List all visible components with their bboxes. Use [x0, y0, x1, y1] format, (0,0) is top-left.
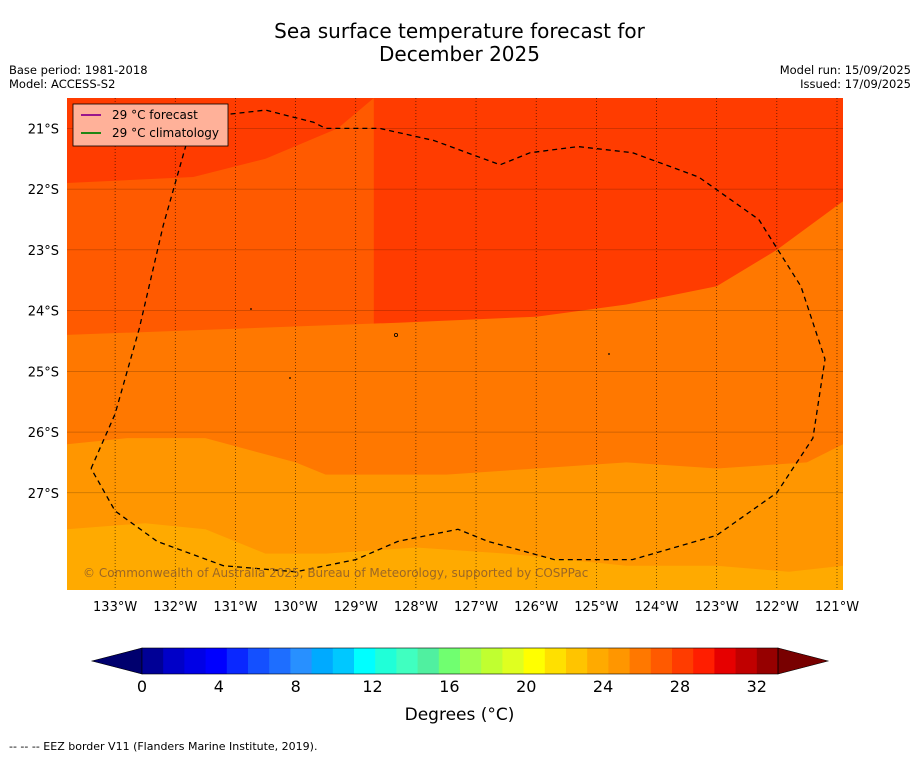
x-tick-label: 121°W [815, 600, 859, 615]
colorbar-segment [311, 648, 334, 674]
colorbar-segment [269, 648, 291, 674]
x-tick-label: 127°W [454, 600, 498, 615]
model-text: Model: ACCESS-S2 [9, 77, 116, 91]
colorbar-segment [375, 648, 397, 674]
colorbar-segment [756, 648, 779, 674]
contour-bands [67, 98, 843, 590]
colorbar-segment [502, 648, 524, 674]
chart-title: Sea surface temperature forecast for Dec… [0, 20, 919, 66]
colorbar-tick-label: 8 [291, 677, 301, 696]
contour-band [67, 523, 843, 590]
colorbar-frame [141, 647, 779, 675]
colorbar-segment [184, 648, 206, 674]
colorbar-segment [205, 648, 228, 674]
legend-climatology-label: 29 °C climatology [112, 126, 219, 140]
colorbar-ticks: 0 4 8 12 16 20 24 28 32 [137, 677, 767, 696]
x-tick-label: 128°W [394, 600, 438, 615]
island-marker [289, 377, 291, 379]
legend-background [72, 103, 229, 147]
y-tick-label: 26°S [28, 426, 59, 441]
colorbar-segment [142, 648, 164, 674]
colorbar-segment [608, 648, 630, 674]
x-axis-ticks: 133°W 132°W 131°W 130°W 129°W 128°W 127°W 126°W… [93, 600, 859, 615]
x-tick-label: 129°W [334, 600, 378, 615]
colorbar-segment [438, 648, 461, 674]
colorbar-segment [672, 648, 694, 674]
colorbar-tick-label: 20 [516, 677, 536, 696]
colorbar-segment [226, 648, 249, 674]
y-tick-label: 23°S [28, 244, 59, 259]
colorbar-segment [714, 648, 736, 674]
model-run-text: Model run: 15/09/2025 [779, 63, 911, 77]
legend-forecast-label: 29 °C forecast [112, 108, 198, 122]
colorbar-segment [544, 648, 567, 674]
y-tick-label: 25°S [28, 365, 59, 380]
x-tick-label: 125°W [574, 600, 618, 615]
colorbar-segment [417, 648, 440, 674]
colorbar-segment [650, 648, 673, 674]
x-tick-label: 126°W [514, 600, 558, 615]
colorbar-tick-label: 28 [670, 677, 690, 696]
colorbar-segments [90, 647, 830, 675]
x-tick-label: 124°W [634, 600, 678, 615]
colorbar-tick-label: 24 [593, 677, 613, 696]
colorbar-tick-label: 4 [214, 677, 224, 696]
colorbar-segment [629, 648, 652, 674]
colorbar-label: Degrees (°C) [404, 705, 515, 725]
x-tick-label: 132°W [153, 600, 197, 615]
y-axis-ticks: 21°S 22°S 23°S 24°S 25°S 26°S 27°S [28, 122, 59, 501]
eez-source-note: -- -- -- EEZ border V11 (Flanders Marine… [9, 740, 318, 753]
island-marker [250, 308, 252, 310]
y-tick-label: 22°S [28, 183, 59, 198]
colorbar-tick-label: 32 [747, 677, 767, 696]
colorbar-segment [396, 648, 418, 674]
colorbar-segment [523, 648, 546, 674]
sst-map: 133°W 132°W 131°W 130°W 129°W 128°W 127°W 126°W… [28, 98, 859, 615]
map-gridlines [67, 98, 843, 590]
colorbar-segment [290, 648, 312, 674]
base-period-text: Base period: 1981-2018 [9, 63, 148, 77]
island-marker [393, 332, 398, 337]
colorbar-segment [460, 648, 482, 674]
colorbar-under-arrow [90, 647, 143, 675]
meta-left: Base period: 1981-2018 Model: ACCESS-S2 [9, 63, 148, 91]
colorbar-over-arrow [777, 647, 830, 675]
colorbar-segment [248, 648, 270, 674]
colorbar-segment [332, 648, 355, 674]
chart-title-line1: Sea surface temperature forecast for [274, 19, 645, 43]
x-tick-label: 130°W [274, 600, 318, 615]
y-tick-label: 24°S [28, 305, 59, 320]
island-markers [250, 308, 610, 379]
x-tick-label: 123°W [695, 600, 739, 615]
colorbar-segment [566, 648, 588, 674]
colorbar-segment [587, 648, 609, 674]
y-tick-label: 27°S [28, 487, 59, 502]
island-marker [608, 353, 610, 355]
colorbar-segment [735, 648, 758, 674]
colorbar-tick-label: 16 [439, 677, 459, 696]
legend-box: 29 °C forecast 29 °C climatology [72, 103, 229, 147]
x-tick-label: 131°W [213, 600, 257, 615]
eez-border-line [90, 109, 826, 573]
issued-text: Issued: 17/09/2025 [800, 77, 911, 91]
chart-title-line2: December 2025 [379, 42, 540, 66]
colorbar-tick-label: 12 [362, 677, 382, 696]
colorbar-segment [163, 648, 185, 674]
colorbar-tick-label: 0 [137, 677, 147, 696]
colorbar-segment [354, 648, 376, 674]
x-tick-label: 122°W [755, 600, 799, 615]
colorbar-segment [481, 648, 503, 674]
copyright-text: © Commonwealth of Australia 2025, Bureau… [83, 566, 588, 580]
y-tick-label: 21°S [28, 122, 59, 137]
x-tick-label: 133°W [93, 600, 137, 615]
colorbar-segment [693, 648, 715, 674]
meta-right: Model run: 15/09/2025 Issued: 17/09/2025 [780, 63, 911, 91]
